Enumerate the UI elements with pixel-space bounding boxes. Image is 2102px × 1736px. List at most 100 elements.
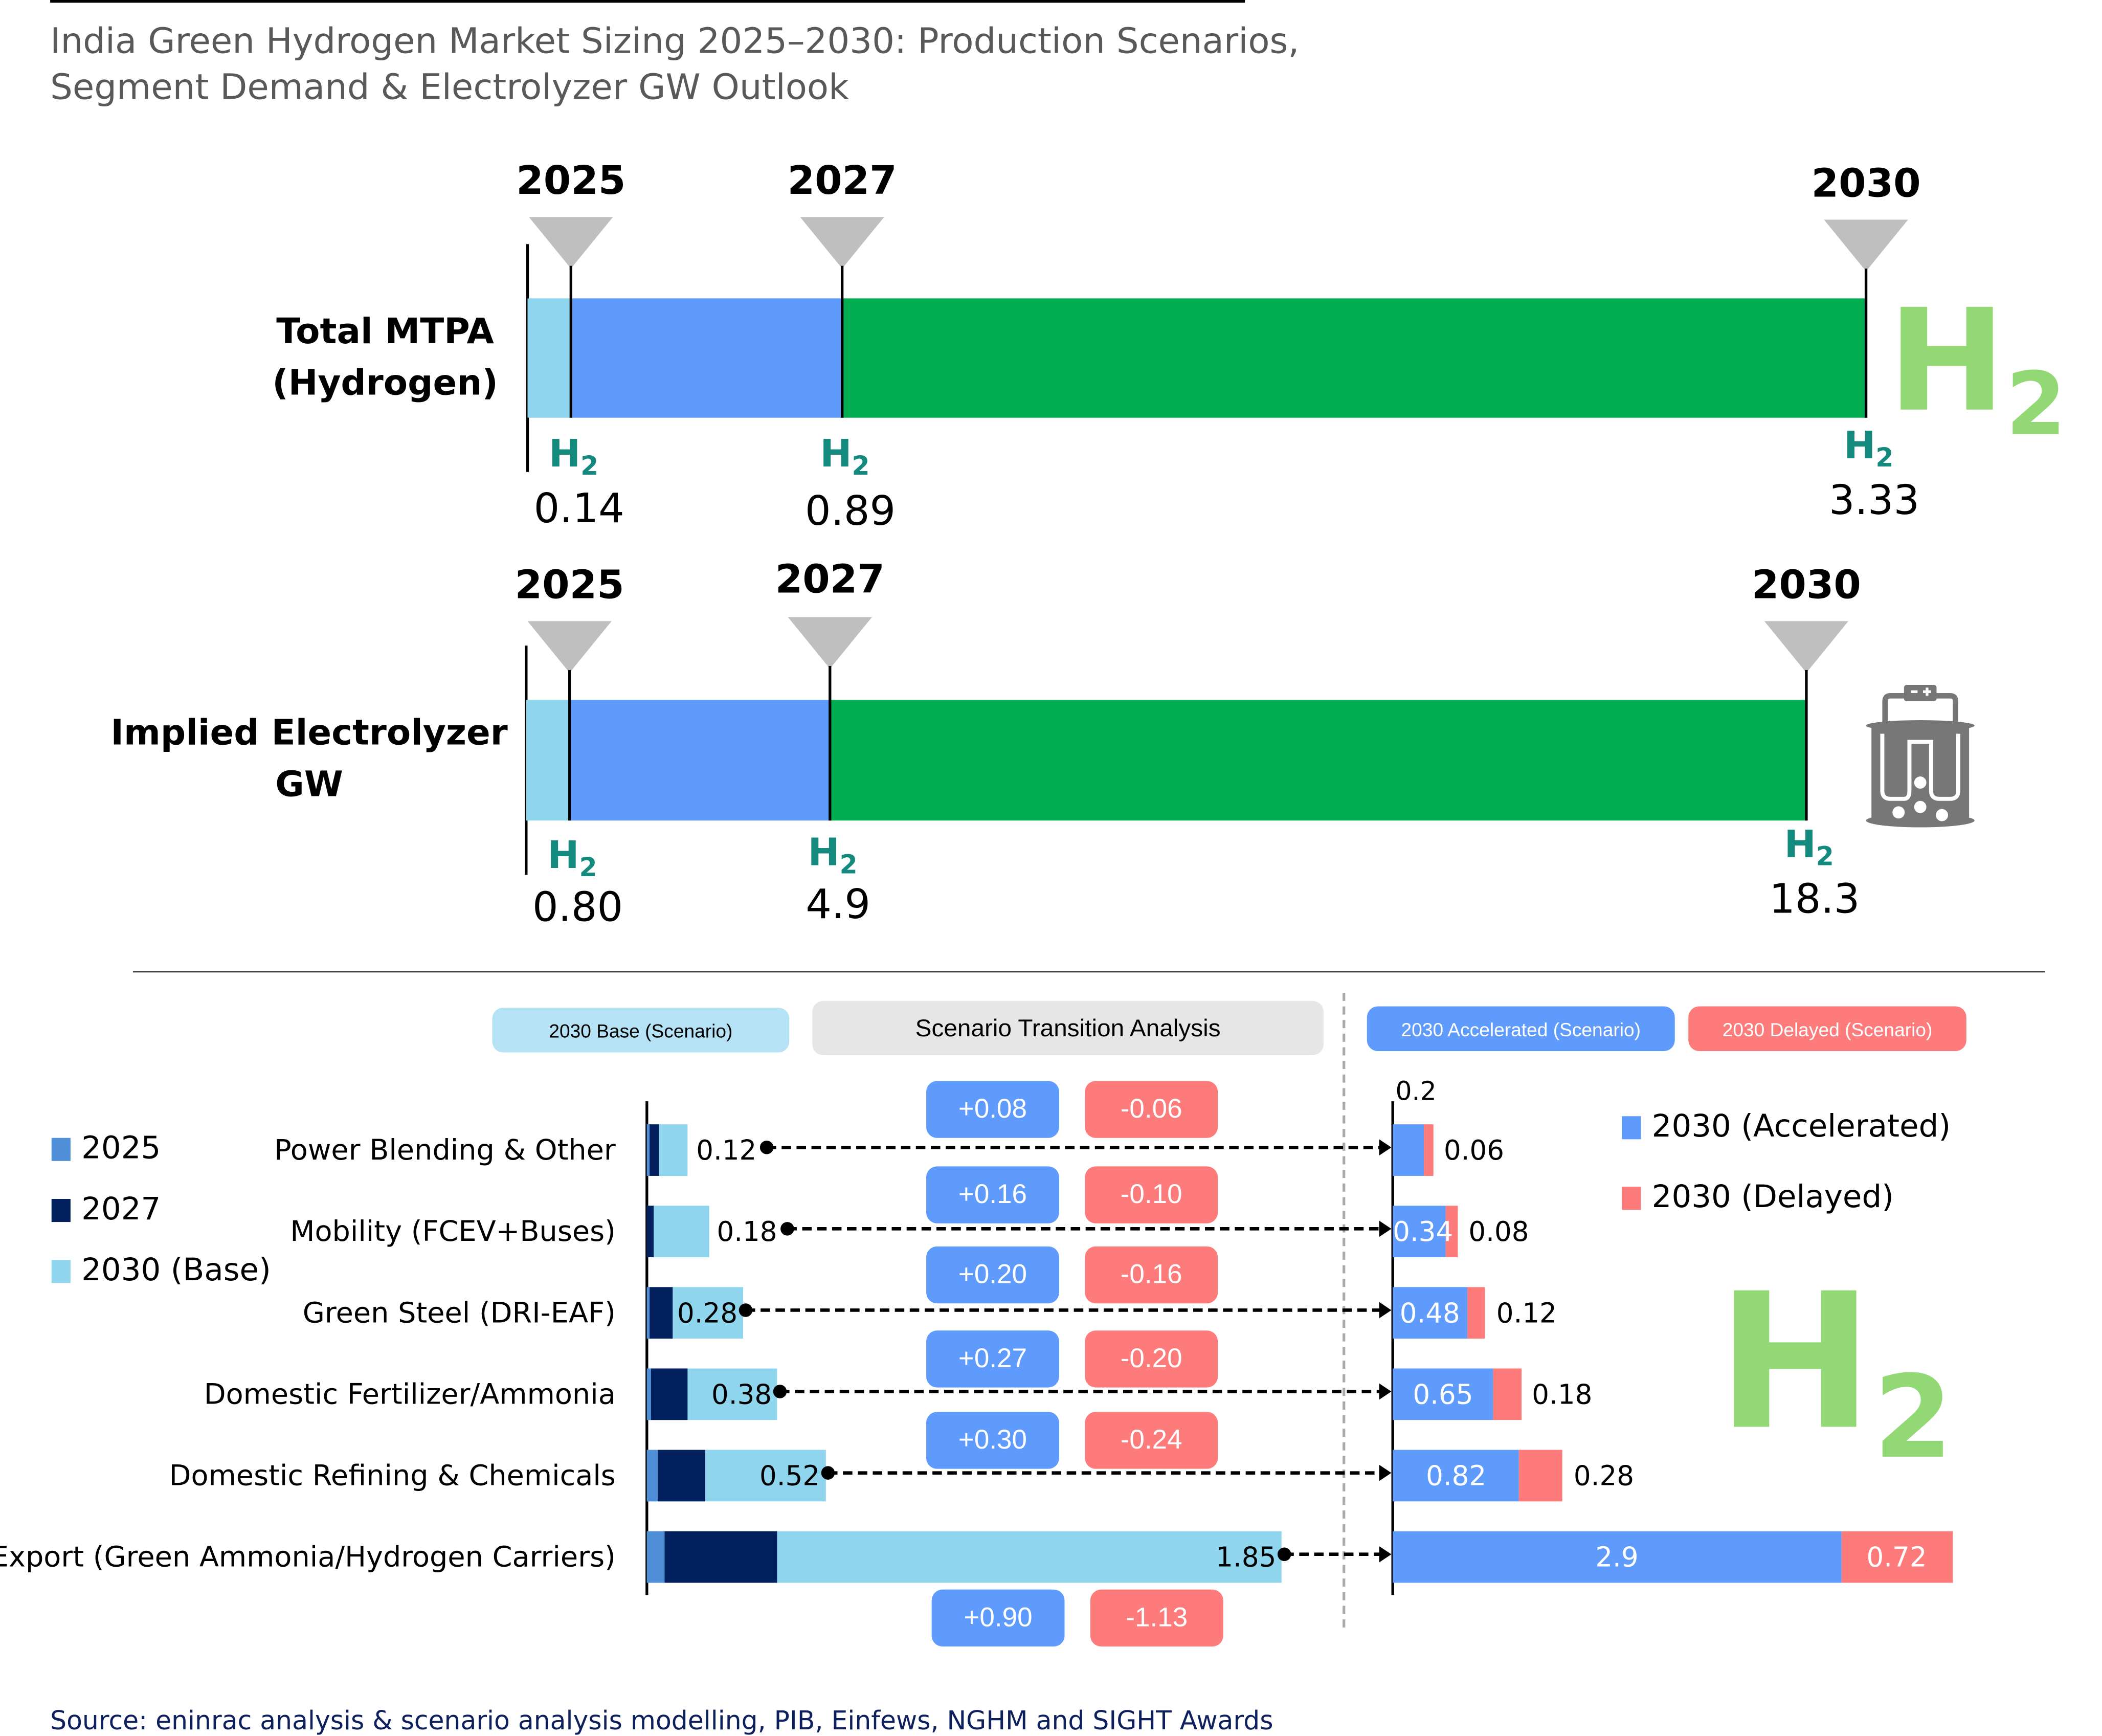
marker-line xyxy=(1864,269,1868,418)
base-data-label: 0.28 xyxy=(677,1296,738,1329)
h2-icon: H2 xyxy=(1888,278,2066,456)
bar-2030-base xyxy=(646,1206,709,1258)
base-data-label: 0.18 xyxy=(717,1215,777,1248)
accelerated-data-label: 0.48 xyxy=(1399,1296,1460,1329)
bar-delayed xyxy=(1445,1206,1458,1258)
arrow-start-dot xyxy=(773,1385,787,1398)
delta-delayed: -0.10 xyxy=(1085,1166,1218,1223)
legend-item: 2025 xyxy=(51,1131,161,1167)
delayed-data-label: 0.72 xyxy=(1866,1541,1927,1573)
delta-delayed: -0.06 xyxy=(1085,1081,1218,1138)
base-axis xyxy=(645,1101,649,1595)
timeline-label: Implied Electrolyzer GW xyxy=(108,708,510,811)
segment-label: Power Blending & Other xyxy=(274,1133,616,1167)
delta-accelerated: +0.16 xyxy=(926,1166,1059,1223)
arrow-start-dot xyxy=(1277,1547,1291,1561)
legend-label: 2030 (Delayed) xyxy=(1651,1179,1894,1215)
title-line-2: Segment Demand & Electrolyzer GW Outlook xyxy=(50,68,849,109)
header-accelerated-scenario: 2030 Accelerated (Scenario) xyxy=(1367,1006,1675,1051)
timeline-bar-2030 xyxy=(842,298,1866,418)
bar-accelerated xyxy=(1393,1206,1445,1258)
timeline-label-line2: (Hydrogen) xyxy=(272,363,498,405)
delta-delayed: -1.13 xyxy=(1090,1589,1223,1647)
year-label-2025: 2025 xyxy=(515,561,624,608)
marker-line xyxy=(568,670,571,821)
segment-label: Mobility (FCEV+Buses) xyxy=(290,1215,616,1248)
legend-swatch xyxy=(1622,1115,1641,1139)
h2-small-icon: H2 xyxy=(547,833,597,883)
timeline-bar-2030 xyxy=(830,700,1806,821)
segment-label: Green Steel (DRI-EAF) xyxy=(302,1296,616,1329)
arrow-start-dot xyxy=(739,1303,753,1317)
marker-line xyxy=(569,265,572,418)
delta-accelerated: +0.20 xyxy=(926,1246,1059,1304)
delayed-data-label: 0.06 xyxy=(1443,1133,1505,1167)
segment-label: Domestic Refining & Chemicals xyxy=(169,1459,616,1492)
legend-swatch xyxy=(51,1137,71,1161)
segment-label: Domestic Fertilizer/Ammonia xyxy=(204,1378,616,1411)
legend-item: 2030 (Delayed) xyxy=(1622,1180,1894,1215)
year-label-2027: 2027 xyxy=(787,157,897,204)
timeline-value-2027: 4.9 xyxy=(806,881,870,929)
legend-swatch xyxy=(51,1198,71,1221)
base-data-label: 0.38 xyxy=(711,1378,772,1411)
timeline-label: Total MTPA (Hydrogen) xyxy=(271,306,499,410)
marker-line xyxy=(1805,670,1808,821)
bar-2027 xyxy=(649,1124,659,1176)
arrow-head-icon xyxy=(1379,1383,1392,1400)
h2-small-icon: H2 xyxy=(1844,423,1894,474)
marker-triangle-icon xyxy=(527,621,612,673)
delayed-data-label: 0.18 xyxy=(1532,1378,1593,1411)
delta-delayed: -0.24 xyxy=(1085,1412,1218,1469)
legend-label: 2030 (Base) xyxy=(81,1253,271,1289)
arrow-start-dot xyxy=(821,1466,835,1480)
delayed-data-label: 0.28 xyxy=(1573,1459,1634,1492)
bar-2025 xyxy=(646,1368,651,1420)
year-label-2030: 2030 xyxy=(1811,160,1921,207)
arrow-head-icon xyxy=(1379,1139,1392,1156)
bar-delayed xyxy=(1841,1531,1953,1583)
delta-accelerated: +0.30 xyxy=(926,1412,1059,1469)
title-line-1: India Green Hydrogen Market Sizing 2025–… xyxy=(50,21,1300,62)
marker-triangle-icon xyxy=(1764,621,1849,673)
segment-label: Export (Green Ammonia/Hydrogen Carriers) xyxy=(0,1541,616,1573)
accelerated-data-label: 0.2 xyxy=(1395,1077,1437,1107)
year-label-2025: 2025 xyxy=(516,157,626,204)
arrow-head-icon xyxy=(1379,1546,1392,1563)
section-divider xyxy=(132,971,2045,973)
h2-small-icon: H2 xyxy=(1784,821,1834,872)
timeline-value-2030: 3.33 xyxy=(1828,477,1920,525)
timeline-value-2027: 0.89 xyxy=(804,488,896,536)
delta-delayed: -0.20 xyxy=(1085,1330,1218,1388)
bar-accelerated xyxy=(1393,1450,1520,1502)
h2-small-icon: H2 xyxy=(808,830,858,880)
marker-triangle-icon xyxy=(1824,219,1908,272)
bar-2027 xyxy=(649,1287,673,1339)
timeline-label-line1: Implied Electrolyzer xyxy=(110,713,508,754)
electrolyzer-icon xyxy=(1866,685,1975,828)
bar-2027 xyxy=(664,1531,777,1583)
bar-accelerated xyxy=(1393,1124,1424,1176)
header-base-scenario: 2030 Base (Scenario) xyxy=(492,1008,790,1053)
bar-accelerated xyxy=(1393,1368,1493,1420)
h2-small-icon: H2 xyxy=(820,431,870,482)
legend-swatch xyxy=(51,1259,71,1283)
delayed-data-label: 0.12 xyxy=(1496,1296,1557,1329)
legend-label: 2025 xyxy=(81,1131,161,1167)
bar-2025 xyxy=(646,1124,650,1176)
bar-2027 xyxy=(646,1206,654,1258)
year-label-2027: 2027 xyxy=(775,556,885,603)
timeline-label-line1: Total MTPA xyxy=(276,311,494,353)
legend-item: 2030 (Base) xyxy=(51,1253,271,1289)
timeline-axis xyxy=(526,244,529,472)
bar-2025 xyxy=(646,1531,664,1583)
arrow-head-icon xyxy=(1379,1220,1392,1237)
top-rule xyxy=(50,0,1245,3)
timeline-value-2030: 18.3 xyxy=(1769,876,1860,924)
legend-swatch xyxy=(1622,1186,1641,1209)
bar-delayed xyxy=(1519,1450,1563,1502)
